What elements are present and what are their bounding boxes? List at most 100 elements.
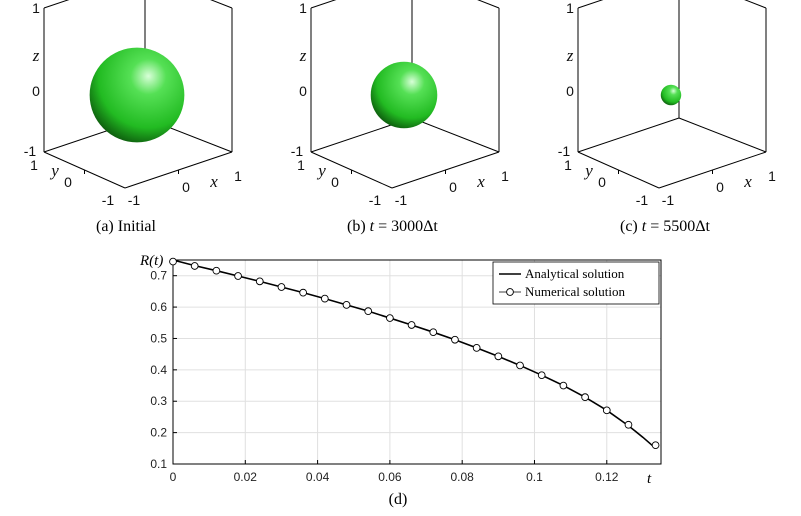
top-right-edge	[744, 0, 767, 9]
x-tick-label: -1	[395, 192, 408, 208]
top-right-edge	[210, 0, 233, 9]
numerical-solution-markers	[169, 257, 660, 450]
radius-chart: 0 0.02 0.04 0.06 0.08 0.1 0.12 0.1 0.2 0.3 0.4 0.5 0…	[139, 253, 662, 508]
legend-label-numerical: Numerical solution	[525, 284, 626, 299]
z-tick-label: 1	[566, 0, 574, 16]
x-tick-label: -1	[128, 192, 141, 208]
y-axis-label: R(t)	[139, 253, 163, 269]
legend: Analytical solution Numerical solution	[492, 261, 660, 305]
z-axis-label: z	[299, 46, 307, 65]
z-tick-label: -1	[24, 143, 37, 159]
y-tick-label: 1	[564, 157, 572, 173]
z-tick-label: -1	[291, 143, 304, 159]
numerical-point	[255, 277, 264, 286]
numerical-point	[472, 344, 481, 352]
y-tick-label: 1	[30, 157, 38, 173]
top-left-edge	[43, 0, 70, 9]
x-axis-label: t	[647, 471, 652, 487]
top-right-edge	[477, 0, 500, 9]
x-tick-label: 0.06	[378, 470, 402, 484]
numerical-point	[429, 328, 438, 337]
numerical-point	[581, 393, 589, 402]
numerical-point	[559, 381, 568, 390]
x-tick-label: 0	[716, 179, 724, 195]
numerical-point	[602, 406, 611, 415]
y-tick-label: -1	[369, 192, 382, 208]
chart-caption: (d)	[389, 491, 408, 508]
numerical-point	[212, 266, 221, 275]
panel-c-caption: (c) t = 5500Δt	[620, 218, 710, 235]
z-tick-label: -1	[558, 143, 571, 159]
x-tick-label: 1	[501, 168, 509, 184]
legend-marker-swatch	[506, 288, 514, 296]
numerical-point	[516, 361, 524, 370]
numerical-point	[494, 352, 503, 361]
numerical-point	[169, 257, 177, 266]
y-tick-label: 0.2	[150, 426, 167, 440]
x-axis-label: x	[476, 172, 485, 191]
panel-a-caption: (a) Initial	[96, 218, 156, 235]
droplet-sphere	[89, 47, 185, 143]
panel-a: 1 0 -1 z 1 0 -1 y -1 0 1 x (a) Initial	[0, 0, 267, 235]
numerical-point	[364, 307, 373, 316]
y-tick-label: 0	[331, 174, 339, 190]
z-tick-label: 1	[32, 0, 40, 16]
numerical-point	[234, 272, 242, 280]
numerical-point	[320, 294, 329, 303]
legend-box	[492, 261, 660, 305]
legend-label-analytical: Analytical solution	[525, 266, 625, 281]
x-tick-label: 0.12	[595, 470, 619, 484]
y-tick-label: 0.6	[150, 300, 167, 314]
x-tick-label: 0	[449, 179, 457, 195]
y-tick-label: 0.4	[150, 363, 167, 377]
z-axis-label: z	[566, 46, 574, 65]
x-tick-label: 1	[768, 168, 776, 184]
z-axis-label: z	[32, 46, 40, 65]
top-left-edge	[310, 0, 337, 9]
floor-right-edge	[678, 117, 767, 153]
y-tick-label: -1	[636, 192, 649, 208]
x-tick-label: 0.04	[306, 470, 330, 484]
y-tick-label: 0.5	[150, 331, 167, 345]
y-tick-label: 0.1	[150, 457, 167, 471]
numerical-point	[386, 314, 394, 322]
y-tick-label: 0	[64, 174, 72, 190]
z-tick-label: 1	[299, 0, 307, 16]
numerical-point	[407, 321, 416, 329]
x-tick-label: 0	[170, 470, 177, 484]
z-tick-label: 0	[32, 83, 40, 99]
x-tick-label: 0	[182, 179, 190, 195]
x-tick-label: 0.08	[451, 470, 475, 484]
panel-b: 1 0 -1 z 1 0 -1 y -1 0 1 x (b) t = 3000Δt	[267, 0, 534, 235]
numerical-point	[451, 335, 459, 344]
y-axis-label: y	[583, 161, 593, 180]
x-axis-label: x	[209, 172, 218, 191]
x-tick-label: -1	[662, 192, 675, 208]
y-tick-label: 0	[598, 174, 606, 190]
x-tick-label: 1	[234, 168, 242, 184]
numerical-point	[190, 262, 199, 270]
numerical-point	[537, 371, 546, 380]
panel-b-caption: (b) t = 3000Δt	[347, 218, 438, 235]
y-axis-label: y	[316, 161, 326, 180]
y-tick-label: 0.3	[150, 394, 167, 408]
y-tick-label: -1	[102, 192, 115, 208]
panel-c: 1 0 -1 z 1 0 -1 y -1 0 1 x (c) t = 5500Δt	[534, 0, 801, 235]
plot-frame	[172, 259, 662, 465]
floor-left-edge	[577, 117, 680, 153]
floor-right-edge	[411, 117, 500, 153]
z-tick-label: 0	[299, 83, 307, 99]
x-axis-label: x	[743, 172, 752, 191]
droplet-sphere	[370, 61, 438, 129]
x-tick-label: 0.02	[234, 470, 258, 484]
numerical-point	[624, 420, 633, 429]
numerical-point	[342, 301, 351, 309]
y-axis-label: y	[49, 161, 59, 180]
droplet-sphere	[660, 84, 682, 106]
numerical-point	[651, 441, 660, 450]
numerical-point	[299, 288, 307, 297]
y-tick-label: 1	[297, 157, 305, 173]
